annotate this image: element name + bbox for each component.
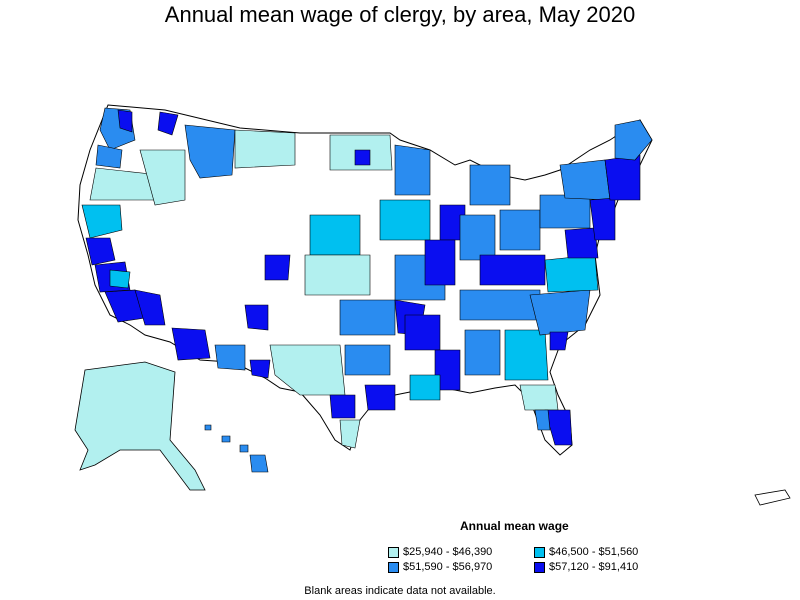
- legend-item-1: $25,940 - $46,390: [388, 546, 492, 558]
- region-minnesota: [394, 144, 431, 196]
- region-iowa: [379, 199, 431, 241]
- region-seattle: [117, 109, 133, 133]
- region-arkansas: [404, 314, 441, 351]
- region-oklahoma: [339, 299, 396, 336]
- region-eastern-wa: [157, 111, 179, 136]
- region-louisiana: [409, 374, 441, 401]
- region-indiana: [459, 214, 496, 261]
- region-puerto-rico: [754, 489, 791, 506]
- region-texas-west: [269, 344, 346, 396]
- region-nyc-nj: [589, 197, 616, 241]
- region-pennsylvania: [539, 194, 591, 229]
- region-alaska: [74, 361, 206, 491]
- region-tucson: [249, 359, 271, 379]
- region-new-york: [559, 159, 611, 201]
- region-maine: [614, 119, 653, 161]
- region-albuquerque: [244, 304, 269, 331]
- legend-title: Annual mean wage: [460, 519, 569, 533]
- region-kentucky: [479, 254, 546, 286]
- legend-swatch-1: [388, 546, 399, 558]
- region-ca-inland: [109, 269, 131, 289]
- legend-swatch-3: [388, 561, 399, 573]
- region-houston: [364, 384, 396, 411]
- region-alabama: [464, 329, 501, 376]
- region-tennessee: [459, 289, 541, 321]
- region-virginia: [544, 254, 599, 293]
- region-michigan: [469, 164, 511, 206]
- region-charleston: [549, 331, 569, 351]
- region-socal-east: [134, 289, 166, 326]
- region-florida-s: [544, 409, 573, 446]
- region-carolinas: [529, 289, 591, 336]
- region-phoenix: [171, 327, 211, 361]
- region-idaho: [139, 149, 186, 206]
- region-montana-west: [184, 124, 236, 179]
- footnote: Blank areas indicate data not available.: [304, 585, 496, 597]
- region-portland: [95, 144, 123, 169]
- region-georgia: [504, 329, 549, 381]
- region-montana-east: [234, 129, 296, 169]
- legend-label-2: $46,500 - $51,560: [549, 546, 639, 558]
- region-sf-bay: [85, 237, 116, 266]
- region-kansas: [304, 254, 371, 296]
- legend-swatch-2: [534, 546, 545, 558]
- region-hawaii-oahu: [221, 435, 231, 443]
- legend-item-4: $57,120 - $91,410: [534, 561, 638, 573]
- legend-label-3: $51,590 - $56,970: [403, 561, 493, 573]
- region-austin: [329, 394, 356, 419]
- region-colorado: [264, 254, 291, 281]
- region-nebraska: [309, 214, 361, 256]
- region-ca-north: [81, 204, 123, 239]
- region-ohio: [499, 209, 541, 251]
- region-tampa: [534, 409, 551, 431]
- region-new-england: [604, 154, 641, 201]
- region-dc-md: [564, 227, 599, 259]
- region-illinois: [424, 239, 456, 286]
- region-hawaii-kauai: [204, 424, 212, 431]
- region-hawaii-maui: [239, 444, 249, 453]
- legend-label-4: $57,120 - $91,410: [549, 561, 639, 573]
- map-title: Annual mean wage of clergy, by area, May…: [164, 2, 636, 27]
- region-nd-east: [354, 149, 371, 166]
- legend-swatch-4: [534, 561, 545, 573]
- region-nm-south: [214, 344, 246, 371]
- region-florida-n: [519, 384, 559, 411]
- legend-item-2: $46,500 - $51,560: [534, 546, 638, 558]
- legend-item-3: $51,590 - $56,970: [388, 561, 492, 573]
- legend-label-1: $25,940 - $46,390: [403, 546, 493, 558]
- region-dallas: [344, 344, 391, 376]
- region-tx-coast: [339, 419, 361, 449]
- region-hawaii-big: [249, 454, 269, 473]
